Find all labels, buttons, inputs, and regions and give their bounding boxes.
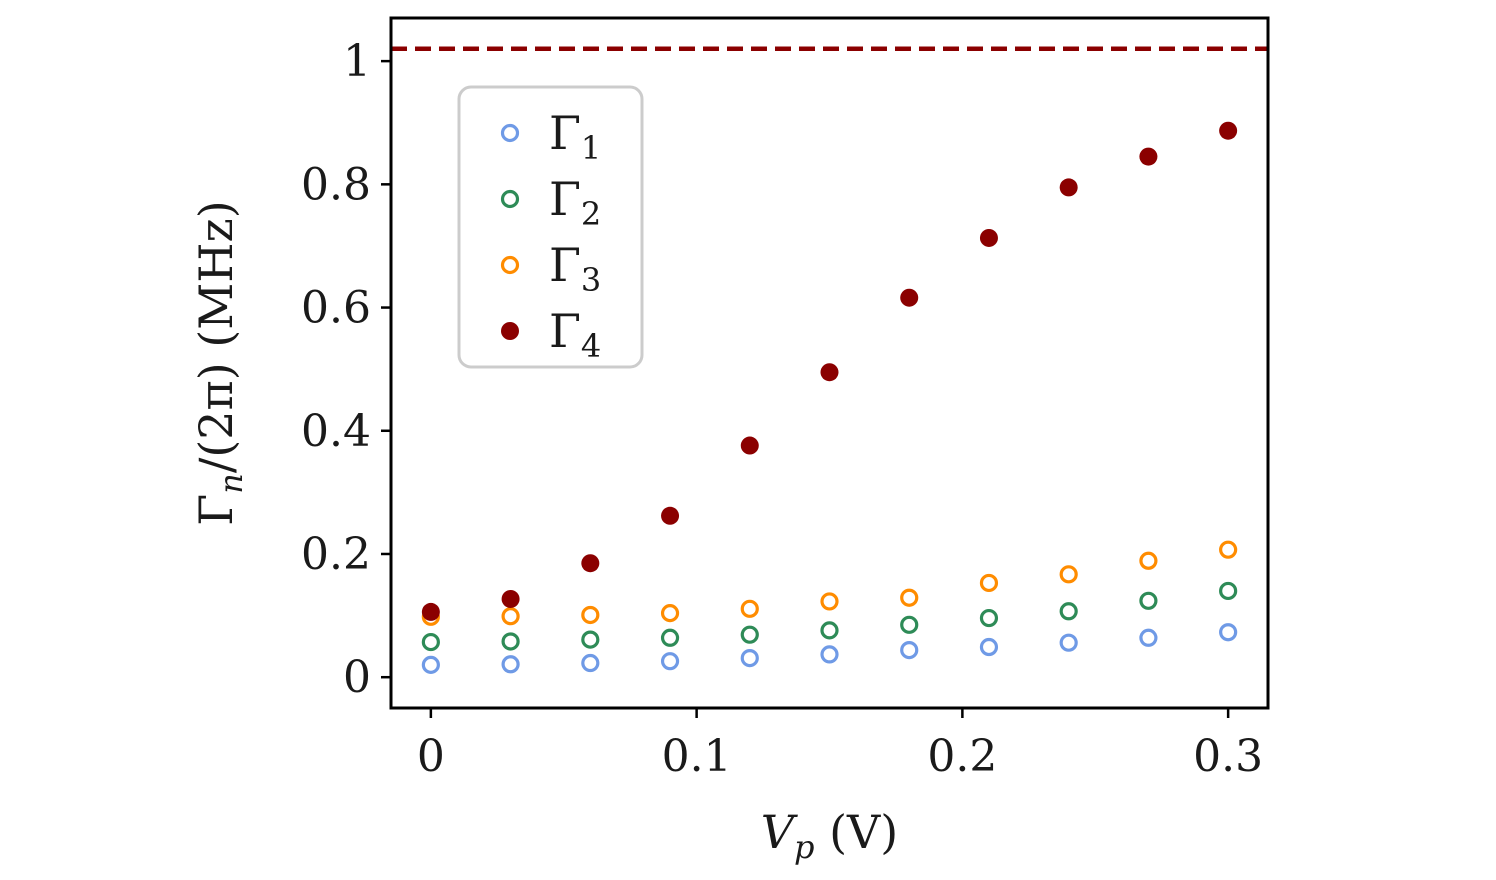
plot-frame <box>389 16 1270 710</box>
data-point-gamma3 <box>1139 551 1158 570</box>
y-tick-label: 0 <box>343 652 371 703</box>
legend-label-main: Γ <box>549 172 581 226</box>
data-point-gamma1 <box>1219 623 1238 642</box>
x-tick-label: 0 <box>417 731 445 782</box>
data-point-gamma4 <box>1059 178 1078 197</box>
data-point-gamma2 <box>900 615 919 634</box>
y-tick-label: 1 <box>343 36 371 87</box>
legend-label-sub: 3 <box>581 261 601 299</box>
data-point-gamma3 <box>820 592 839 611</box>
data-point-gamma3 <box>1219 540 1238 559</box>
data-point-gamma4 <box>1219 121 1238 140</box>
data-point-gamma2 <box>660 628 680 647</box>
data-point-gamma2 <box>581 630 600 649</box>
data-point-gamma4 <box>661 506 680 525</box>
data-point-gamma3 <box>501 607 520 626</box>
data-point-gamma2 <box>501 632 520 651</box>
data-point-gamma1 <box>740 648 759 668</box>
y-axis-title-sub: n <box>212 473 250 494</box>
legend-label-gamma1: Γ1 <box>549 106 601 167</box>
data-point-gamma2 <box>1219 581 1238 601</box>
legend-label-gamma3: Γ3 <box>549 238 601 299</box>
data-point-gamma4 <box>421 602 440 621</box>
y-tick-label: 0.6 <box>301 283 371 334</box>
y-tick-label: 0.4 <box>301 406 371 457</box>
data-point-gamma4 <box>581 554 600 573</box>
y-tick-label: 0.2 <box>301 529 371 580</box>
x-tick-label: 0.3 <box>1193 731 1263 782</box>
data-point-gamma2 <box>1059 602 1078 621</box>
data-point-gamma3 <box>581 605 600 625</box>
data-point-gamma4 <box>740 436 759 455</box>
x-axis-title-sub: p <box>794 828 814 866</box>
data-point-gamma4 <box>900 288 919 307</box>
x-axis-title: Vp (V) <box>761 805 898 866</box>
x-axis-title-unit: (V) <box>814 805 898 859</box>
y-axis-title-unit: /(2π) (MHz) <box>189 200 243 473</box>
data-point-gamma2 <box>820 621 839 640</box>
data-point-gamma2 <box>979 608 999 628</box>
data-point-gamma1 <box>660 652 680 671</box>
data-point-gamma3 <box>740 599 759 618</box>
data-point-gamma1 <box>1139 628 1158 647</box>
data-point-gamma1 <box>820 645 839 664</box>
y-axis-title-main: Γ <box>189 494 243 526</box>
data-point-gamma1 <box>581 653 600 673</box>
data-point-gamma4 <box>820 363 839 382</box>
legend-label-main: Γ <box>549 238 581 292</box>
legend-label-gamma4: Γ4 <box>549 304 601 365</box>
data-point-gamma1 <box>1059 633 1078 652</box>
y-tick-label: 0.8 <box>301 159 371 210</box>
data-point-gamma4 <box>1139 147 1158 166</box>
legend-marker-gamma4 <box>501 322 519 340</box>
data-point-gamma1 <box>900 640 919 660</box>
x-tick-label: 0.2 <box>927 731 997 782</box>
x-axis-title-main: V <box>761 805 799 859</box>
data-point-gamma1 <box>501 655 520 674</box>
legend-label-sub: 4 <box>581 327 601 365</box>
data-point-gamma3 <box>660 604 680 623</box>
legend-label-main: Γ <box>549 106 581 160</box>
data-point-gamma3 <box>979 573 999 593</box>
data-point-gamma4 <box>501 589 520 608</box>
legend-label-gamma2: Γ2 <box>549 172 601 233</box>
data-point-gamma1 <box>421 655 440 674</box>
data-point-gamma1 <box>979 637 999 657</box>
data-point-gamma3 <box>1059 565 1078 584</box>
legend-label-main: Γ <box>549 304 581 358</box>
data-point-gamma3 <box>900 588 919 607</box>
legend-label-sub: 1 <box>581 129 601 167</box>
data-point-gamma2 <box>1139 591 1158 610</box>
data-point-gamma2 <box>421 632 440 652</box>
legend-marker-gamma2 <box>500 189 520 209</box>
data-point-gamma2 <box>740 625 759 644</box>
legend-marker-gamma3 <box>500 255 520 275</box>
legend-label-sub: 2 <box>581 195 601 233</box>
y-axis-title: Γn/(2π) (MHz) <box>189 200 250 525</box>
x-tick-label: 0.1 <box>662 731 732 782</box>
data-point-gamma4 <box>979 228 998 247</box>
legend-marker-gamma1 <box>500 123 520 143</box>
legend-frame <box>457 85 644 369</box>
